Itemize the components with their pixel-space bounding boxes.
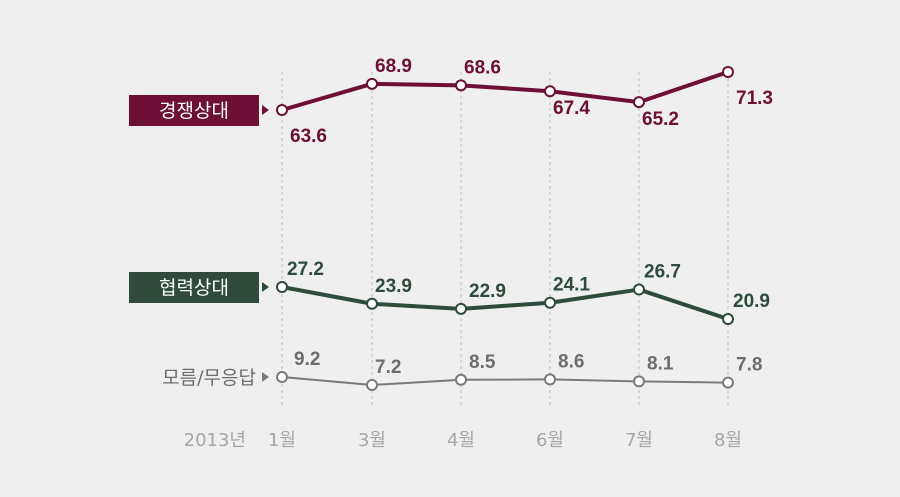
data-label: 8.6: [558, 351, 584, 372]
labels-layer: 63.6 68.9 68.6 67.4 65.2 71.3 경쟁상대 27.2 23.9 22.9…: [129, 56, 773, 389]
data-point: [455, 373, 467, 386]
data-point: [276, 281, 288, 293]
data-point: [633, 283, 645, 296]
series-line: [281, 376, 729, 386]
data-point: [366, 379, 378, 391]
data-label: 65.2: [642, 109, 679, 130]
data-label: 27.2: [287, 259, 324, 280]
year-label: 2013년: [184, 430, 246, 451]
data-point: [722, 66, 734, 78]
gridlines: [281, 72, 729, 405]
data-label: 9.2: [294, 349, 320, 370]
data-point: [633, 375, 645, 388]
data-label: 7.8: [736, 355, 762, 376]
data-label: 22.9: [469, 281, 506, 302]
data-label: 26.7: [644, 262, 681, 283]
series-label: 모름/무응답: [162, 367, 256, 389]
data-label: 20.9: [733, 291, 770, 312]
data-label: 23.9: [375, 276, 412, 297]
x-axis: 2013년 1월 3월 4월 6월 7월 8월: [184, 430, 742, 451]
data-label: 68.9: [375, 56, 412, 77]
x-tick-label: 8월: [714, 430, 742, 451]
data-point: [366, 297, 378, 310]
data-label: 63.6: [290, 126, 327, 147]
series-label-box: [129, 95, 259, 126]
data-point: [544, 296, 556, 309]
x-tick-label: 1월: [268, 430, 296, 451]
data-point: [633, 96, 645, 109]
series-line: [280, 285, 730, 321]
data-label: 68.6: [464, 57, 501, 78]
data-point: [276, 371, 288, 383]
x-tick-label: 7월: [625, 430, 653, 451]
data-point: [722, 376, 734, 389]
data-point: [455, 79, 467, 92]
series-label-arrow: [262, 282, 269, 292]
data-point: [366, 77, 378, 90]
data-label: 71.3: [736, 88, 773, 109]
data-label: 67.4: [553, 98, 590, 119]
series-line: [280, 70, 730, 112]
series-label-box: [129, 272, 259, 303]
x-tick-label: 4월: [447, 430, 475, 451]
data-point: [276, 104, 288, 116]
series-label-arrow: [262, 105, 269, 115]
series-label-arrow: [262, 372, 269, 382]
data-point: [544, 373, 556, 386]
data-label: 7.2: [375, 357, 401, 378]
x-tick-label: 6월: [536, 430, 564, 451]
data-label: 8.5: [469, 352, 496, 373]
data-point: [722, 313, 734, 325]
data-point: [455, 302, 467, 315]
data-point: [544, 85, 556, 98]
series-label: 협력상대: [159, 277, 229, 299]
data-label: 24.1: [553, 275, 590, 296]
series-label: 경쟁상대: [159, 100, 229, 122]
x-tick-label: 3월: [358, 430, 386, 451]
data-label: 8.1: [647, 353, 674, 374]
series-layer: [276, 66, 734, 391]
